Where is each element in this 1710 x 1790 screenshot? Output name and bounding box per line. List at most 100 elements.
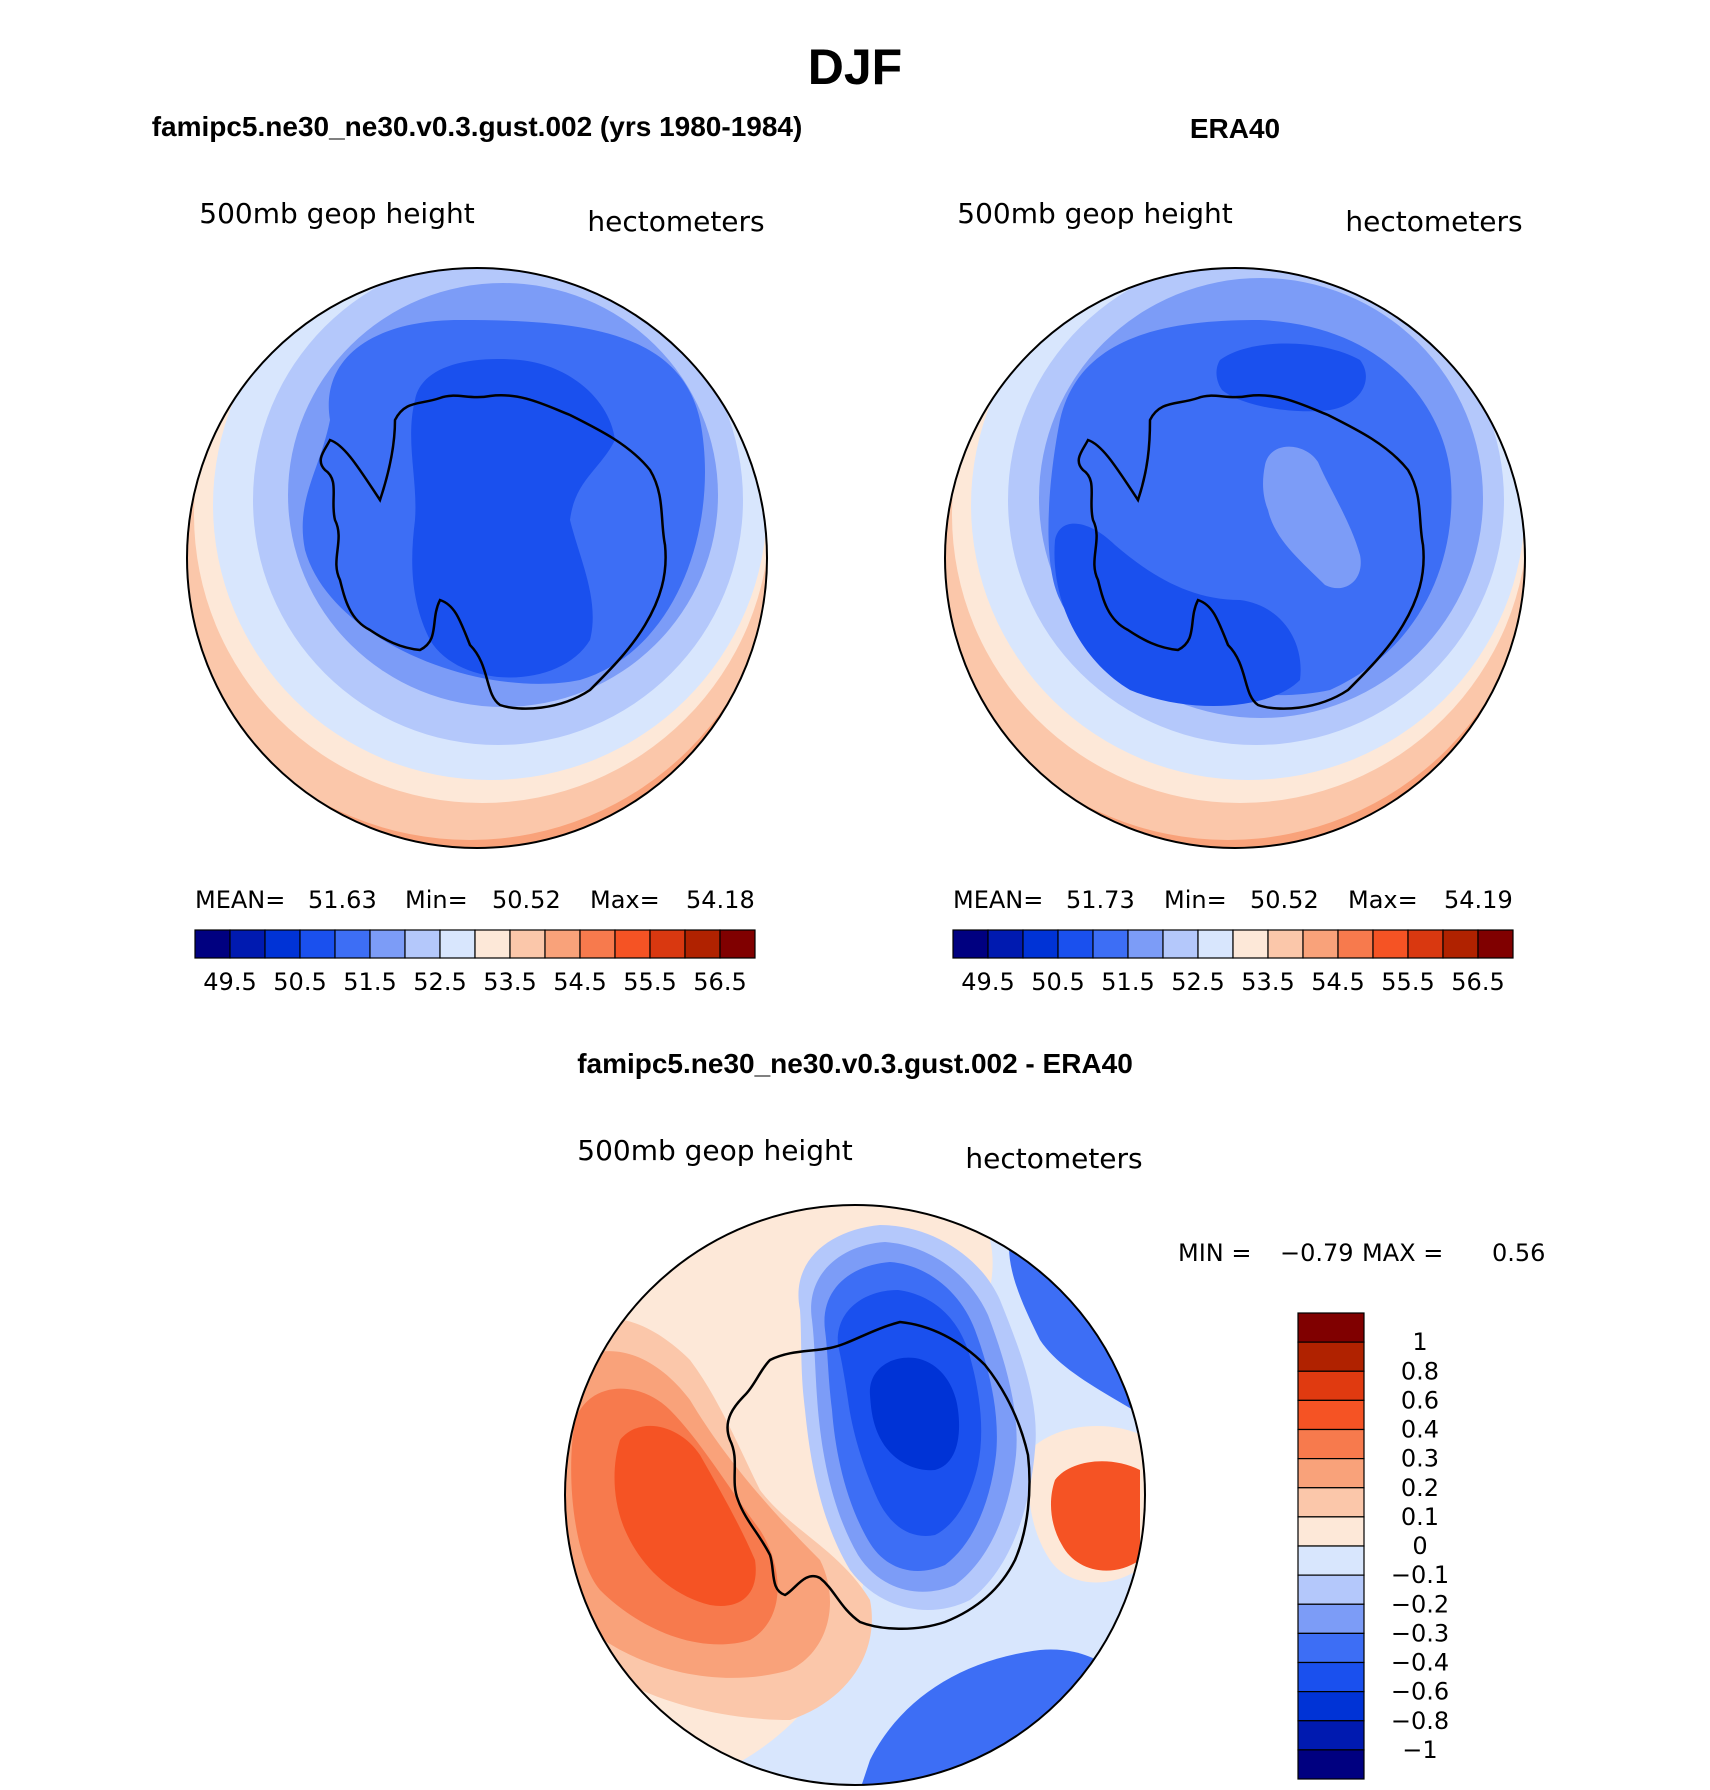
max-value: 54.18 (686, 886, 755, 914)
colorbar-swatch (1297, 1399, 1365, 1431)
mean-label: MEAN= (195, 886, 285, 914)
colorbar-swatch (229, 929, 266, 959)
colorbar-swatch (1372, 929, 1409, 959)
max-label: Max= (590, 886, 660, 914)
stats: MIN = −0.79 MAX = 0.56 (1178, 1239, 1545, 1267)
colorbar-tick-label: 0.4 (1401, 1416, 1439, 1444)
colorbar-tick-label: 55.5 (1381, 968, 1434, 996)
colorbar-swatch (299, 929, 336, 959)
map-border (564, 1204, 1146, 1786)
colorbar-swatch (264, 929, 301, 959)
colorbar-tick-label: 52.5 (1171, 968, 1224, 996)
colorbar-tick-label: 53.5 (483, 968, 536, 996)
max-label: MAX = (1362, 1239, 1443, 1267)
panel-title: famipc5.ne30_ne30.v0.3.gust.002 (yrs 198… (152, 111, 803, 142)
colorbar-swatch (1297, 1749, 1365, 1780)
min-value: −0.79 (1280, 1239, 1354, 1267)
colorbar-swatch (1232, 929, 1269, 959)
colorbar-swatch (987, 929, 1024, 959)
contour-band (1263, 446, 1361, 589)
variable-label: 500mb geop height (199, 197, 474, 230)
colorbar-tick-label: −0.3 (1391, 1619, 1449, 1647)
panel-model: famipc5.ne30_ne30.v0.3.gust.002 (yrs 198… (152, 111, 803, 996)
map (186, 267, 768, 849)
colorbar-tick-label: 49.5 (203, 968, 256, 996)
colorbar-swatch (1297, 1720, 1365, 1751)
panel-difference: famipc5.ne30_ne30.v0.3.gust.002 - ERA40 … (564, 1048, 1545, 1786)
main-title: DJF (808, 39, 902, 95)
colorbar-tick-label: 56.5 (1451, 968, 1504, 996)
colorbar-swatch (1407, 929, 1444, 959)
colorbar-swatch (1297, 1312, 1365, 1343)
colorbar-swatch (439, 929, 476, 959)
units-label: hectometers (965, 1142, 1142, 1175)
antarctica-coastline (726, 1320, 1031, 1630)
colorbar-tick-label: 53.5 (1241, 968, 1294, 996)
colorbar-swatch (719, 929, 756, 959)
map-border (186, 267, 768, 849)
colorbar-tick-label: 50.5 (1031, 968, 1084, 996)
colorbar-tick-label: 49.5 (961, 968, 1014, 996)
min-value: 50.52 (1250, 886, 1319, 914)
colorbar-swatch (1302, 929, 1339, 959)
colorbar-tick-label: 0.1 (1401, 1503, 1439, 1531)
map (944, 267, 1526, 849)
colorbar-tick-label: −0.6 (1391, 1678, 1449, 1706)
colorbar-swatch (544, 929, 581, 959)
min-label: Min= (405, 886, 468, 914)
max-value: 54.19 (1444, 886, 1513, 914)
colorbar-tick-label: −1 (1402, 1736, 1437, 1764)
colorbar-tick-label: 54.5 (1311, 968, 1364, 996)
mean-value: 51.63 (308, 886, 377, 914)
colorbar-swatch (369, 929, 406, 959)
colorbar-swatch (1267, 929, 1304, 959)
colorbar-swatch (684, 929, 721, 959)
colorbar-swatch (1297, 1632, 1365, 1664)
colorbar-swatch (1297, 1458, 1365, 1489)
colorbar-swatch (1297, 1574, 1365, 1605)
colorbar-swatch (1127, 929, 1164, 959)
colorbar-tick-label: 54.5 (553, 968, 606, 996)
max-value: 0.56 (1492, 1239, 1545, 1267)
min-label: MIN = (1178, 1239, 1251, 1267)
contour-band (614, 1425, 756, 1606)
antarctica-coastline (319, 394, 667, 710)
colorbar-tick-label: 56.5 (693, 968, 746, 996)
colorbar-swatch (1092, 929, 1129, 959)
colorbar-tick-label: −0.2 (1391, 1590, 1449, 1618)
colorbar-swatch (1297, 1516, 1365, 1547)
colorbar-tick-label: 51.5 (1101, 968, 1154, 996)
contour-band (1050, 1461, 1140, 1571)
colorbar-tick-label: 50.5 (273, 968, 326, 996)
colorbar-swatch (1162, 929, 1199, 959)
colorbar-swatch (1442, 929, 1479, 959)
colorbar-swatch (334, 929, 371, 959)
max-label: Max= (1348, 886, 1418, 914)
colorbar-tick-label: −0.4 (1391, 1649, 1449, 1677)
colorbar-swatch (1297, 1428, 1365, 1460)
mean-label: MEAN= (953, 886, 1043, 914)
colorbar-swatch (194, 929, 231, 959)
units-label: hectometers (587, 205, 764, 238)
contour-band (411, 359, 615, 678)
map (564, 1204, 1146, 1786)
colorbar-swatch (649, 929, 686, 959)
colorbar-swatch (1297, 1341, 1365, 1372)
colorbar-swatch (1297, 1487, 1365, 1518)
colorbar-swatch (474, 929, 511, 959)
colorbar-swatch (579, 929, 616, 959)
colorbar-swatch (1197, 929, 1234, 959)
stats: MEAN= 51.63 Min= 50.52 Max= 54.18 (195, 886, 755, 914)
panel-title: famipc5.ne30_ne30.v0.3.gust.002 - ERA40 (577, 1048, 1133, 1079)
colorbar-swatch (1022, 929, 1059, 959)
antarctica-coastline (1077, 394, 1425, 710)
colorbar-tick-label: 0.6 (1401, 1386, 1439, 1414)
units-label: hectometers (1345, 205, 1522, 238)
stats: MEAN= 51.73 Min= 50.52 Max= 54.19 (953, 886, 1513, 914)
colorbar-swatch (952, 929, 989, 959)
variable-label: 500mb geop height (577, 1134, 852, 1167)
colorbar-tick-label: −0.1 (1391, 1561, 1449, 1589)
min-label: Min= (1164, 886, 1227, 914)
colorbar-swatch (1297, 1691, 1365, 1722)
